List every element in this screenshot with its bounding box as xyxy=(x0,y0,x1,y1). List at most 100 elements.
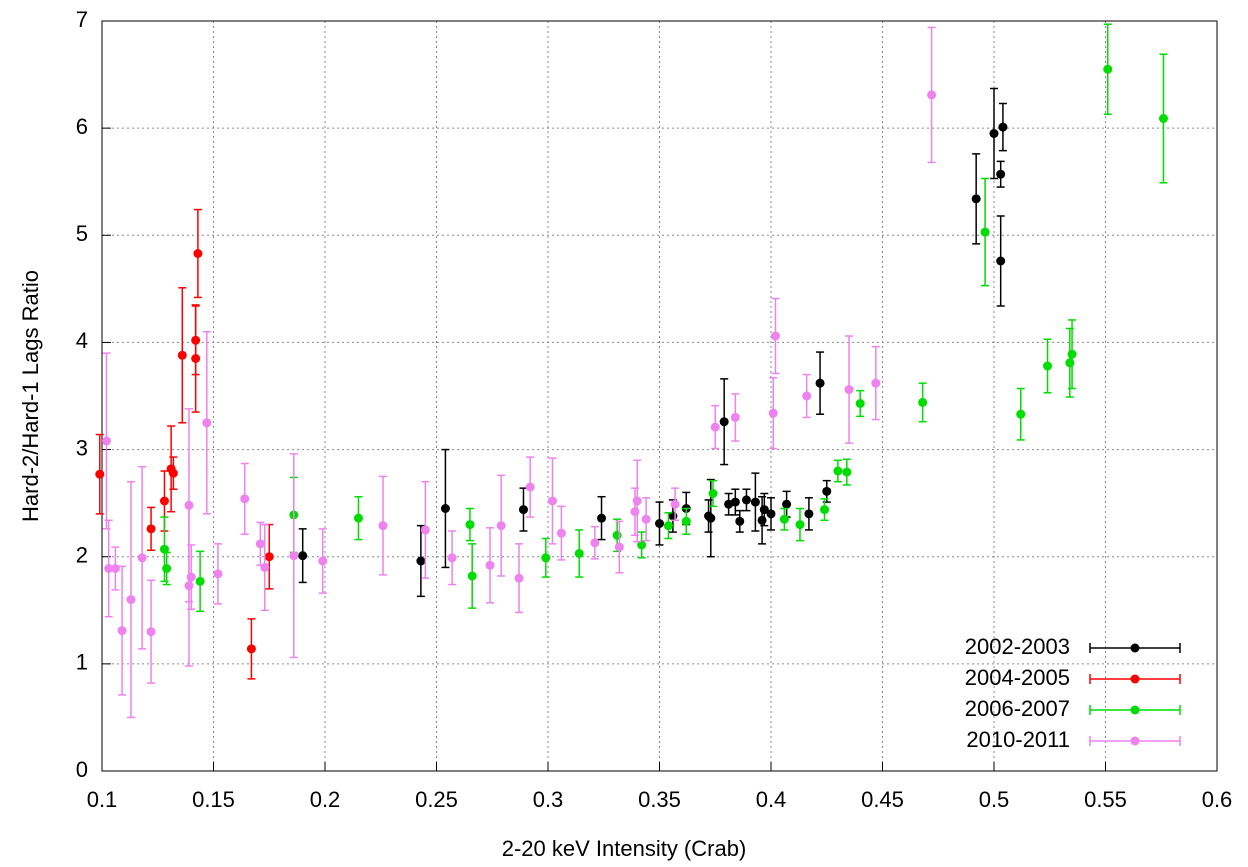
data-point xyxy=(855,399,865,408)
x-tick-label: 0.35 xyxy=(638,787,681,812)
data-point xyxy=(782,499,792,509)
data-point xyxy=(518,505,528,515)
data-point xyxy=(804,509,814,519)
data-point xyxy=(1067,349,1077,359)
data-point xyxy=(706,513,716,523)
x-tick-label: 0.55 xyxy=(1084,787,1127,812)
data-point xyxy=(750,497,760,507)
data-point xyxy=(822,486,832,496)
data-point xyxy=(630,507,640,517)
data-point xyxy=(110,564,120,573)
legend-swatch xyxy=(1130,674,1140,684)
x-tick-label: 0.5 xyxy=(979,787,1010,812)
data-point xyxy=(146,627,156,637)
data-point xyxy=(802,391,812,401)
data-point xyxy=(1158,114,1168,123)
legend-swatch xyxy=(1130,643,1140,653)
data-point xyxy=(177,350,187,360)
data-point xyxy=(759,505,769,515)
data-point xyxy=(541,553,551,563)
x-axis-label: 2-20 keV Intensity (Crab) xyxy=(502,836,747,861)
legend-label: 2002-2003 xyxy=(965,634,1070,659)
data-point xyxy=(918,397,928,407)
data-point xyxy=(632,496,642,506)
data-point xyxy=(168,468,178,478)
data-point xyxy=(416,556,426,566)
y-axis-label: Hard-2/Hard-1 Lags Ratio xyxy=(18,270,43,522)
x-tick-label: 0.25 xyxy=(415,787,458,812)
data-point xyxy=(260,562,270,572)
data-point xyxy=(655,519,664,528)
legend-label: 2006-2007 xyxy=(965,696,1070,721)
data-point xyxy=(670,499,680,509)
data-point xyxy=(159,496,169,506)
data-point xyxy=(95,469,105,479)
x-tick-label: 0.1 xyxy=(87,787,118,812)
data-point xyxy=(681,516,691,526)
x-tick-label: 0.6 xyxy=(1202,787,1233,812)
data-point xyxy=(779,514,789,524)
data-point xyxy=(612,530,622,540)
data-point xyxy=(768,408,778,418)
data-point xyxy=(420,525,430,535)
data-point xyxy=(117,626,127,636)
data-point xyxy=(298,551,308,561)
data-point xyxy=(514,573,524,583)
data-point xyxy=(663,521,673,531)
data-point xyxy=(1043,361,1053,371)
data-point xyxy=(614,542,624,552)
data-point xyxy=(246,644,256,654)
data-point xyxy=(641,514,651,524)
data-point xyxy=(757,515,767,525)
data-point xyxy=(927,90,937,100)
data-point xyxy=(255,539,265,549)
x-tick-label: 0.45 xyxy=(861,787,904,812)
data-point xyxy=(871,378,881,388)
y-tick-label: 7 xyxy=(76,7,88,32)
data-point xyxy=(101,436,111,446)
data-point xyxy=(213,569,223,579)
x-tick-label: 0.4 xyxy=(756,787,787,812)
data-point xyxy=(730,412,740,422)
data-point xyxy=(289,551,299,561)
data-point xyxy=(815,378,825,388)
data-point xyxy=(440,504,450,513)
data-point xyxy=(195,576,205,586)
data-point xyxy=(137,553,147,563)
data-point xyxy=(202,418,212,428)
data-point xyxy=(547,496,557,506)
legend-swatch xyxy=(1130,705,1140,715)
data-point xyxy=(1065,358,1075,368)
data-point xyxy=(193,249,203,258)
data-point xyxy=(989,129,999,138)
data-point xyxy=(770,331,780,341)
data-point xyxy=(730,497,740,507)
y-tick-label: 6 xyxy=(76,114,88,139)
data-point xyxy=(971,194,981,204)
data-point xyxy=(708,489,718,498)
data-point xyxy=(184,581,194,591)
data-point xyxy=(741,495,751,505)
data-point xyxy=(318,556,328,566)
data-point xyxy=(719,417,729,427)
data-point xyxy=(240,494,250,504)
data-point xyxy=(353,513,363,523)
legend-swatch xyxy=(1130,736,1140,746)
data-point xyxy=(186,572,196,582)
y-tick-label: 4 xyxy=(76,328,88,353)
data-point xyxy=(844,385,854,395)
data-point xyxy=(998,122,1008,132)
data-point xyxy=(485,560,495,570)
data-point xyxy=(1016,409,1026,419)
x-tick-label: 0.15 xyxy=(192,787,235,812)
legend-label: 2004-2005 xyxy=(965,665,1070,690)
y-tick-label: 0 xyxy=(76,757,88,782)
data-point xyxy=(842,467,852,477)
data-point xyxy=(447,553,457,563)
data-point xyxy=(766,509,776,519)
data-point xyxy=(590,538,600,548)
data-point xyxy=(465,520,475,530)
data-point xyxy=(980,227,990,237)
data-point xyxy=(710,422,720,432)
